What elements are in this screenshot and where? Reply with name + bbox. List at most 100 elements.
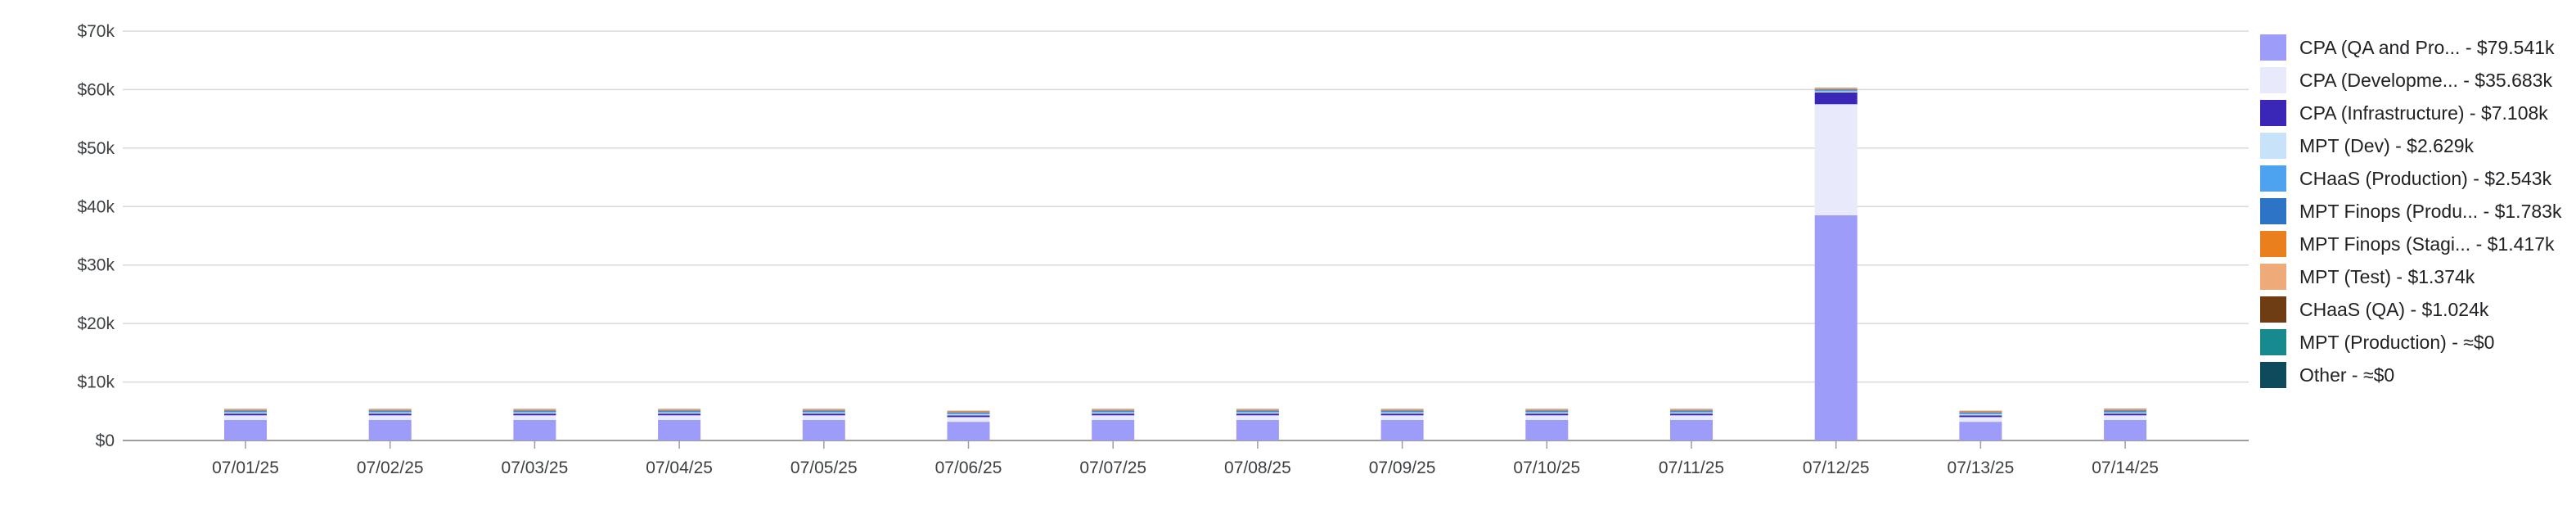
bar-segment[interactable] (1380, 413, 1424, 416)
bar-segment[interactable] (1814, 93, 1858, 105)
legend-item[interactable]: MPT Finops (Stagi... - $1.417k (2260, 228, 2561, 260)
bar-segment[interactable] (1525, 411, 1569, 413)
bar-segment[interactable] (1959, 413, 2002, 414)
bar-segment[interactable] (368, 409, 412, 411)
legend-item[interactable]: CHaaS (Production) - $2.543k (2260, 162, 2561, 195)
bar-segment[interactable] (1814, 89, 1858, 91)
bar-segment[interactable] (513, 409, 556, 410)
bar-segment[interactable] (368, 409, 412, 410)
bar-segment[interactable] (2104, 411, 2147, 413)
bar-segment[interactable] (1959, 415, 2002, 418)
bar-segment[interactable] (658, 415, 701, 420)
bar-segment[interactable] (2104, 413, 2147, 416)
bar-segment[interactable] (1525, 409, 1569, 411)
bar-segment[interactable] (1236, 420, 1279, 440)
bar-segment[interactable] (1670, 413, 1713, 416)
bar-segment[interactable] (1380, 415, 1424, 420)
bar-segment[interactable] (1525, 415, 1569, 420)
bar-segment[interactable] (224, 413, 267, 416)
bar-segment[interactable] (947, 415, 990, 418)
bar-segment[interactable] (513, 409, 556, 411)
bar-segment[interactable] (1236, 413, 1279, 416)
bar-segment[interactable] (802, 411, 845, 413)
bar-segment[interactable] (658, 413, 701, 416)
legend-item[interactable]: CHaaS (QA) - $1.024k (2260, 293, 2561, 326)
bar-segment[interactable] (1380, 409, 1424, 411)
bar-segment[interactable] (368, 409, 412, 410)
bar-segment[interactable] (513, 413, 556, 416)
bar-segment[interactable] (1959, 413, 2002, 416)
bar-segment[interactable] (1092, 410, 1135, 412)
bar-segment[interactable] (1380, 420, 1424, 440)
bar-segment[interactable] (224, 415, 267, 420)
bar-segment[interactable] (1092, 415, 1135, 420)
bar-segment[interactable] (658, 409, 701, 410)
bar-segment[interactable] (513, 409, 556, 410)
bar-segment[interactable] (947, 413, 990, 414)
bar-segment[interactable] (224, 409, 267, 411)
bar-segment[interactable] (1814, 90, 1858, 92)
bar-segment[interactable] (368, 413, 412, 416)
bar-segment[interactable] (1670, 415, 1713, 420)
bar-segment[interactable] (1525, 409, 1569, 410)
bar-segment[interactable] (1380, 411, 1424, 413)
bar-segment[interactable] (802, 415, 845, 420)
bar-segment[interactable] (947, 413, 990, 416)
bar-segment[interactable] (1959, 412, 2002, 413)
bar-segment[interactable] (1814, 88, 1858, 90)
bar-segment[interactable] (1525, 420, 1569, 440)
bar-segment[interactable] (1236, 411, 1279, 413)
bar-segment[interactable] (1380, 410, 1424, 412)
bar-segment[interactable] (1814, 91, 1858, 93)
bar-segment[interactable] (224, 409, 267, 410)
bar-segment[interactable] (802, 409, 845, 411)
bar-segment[interactable] (658, 411, 701, 413)
bar-segment[interactable] (1670, 410, 1713, 412)
bar-segment[interactable] (658, 409, 701, 410)
legend-item[interactable]: MPT (Production) - ≈$0 (2260, 326, 2561, 359)
bar-segment[interactable] (802, 410, 845, 412)
bar-segment[interactable] (1236, 410, 1279, 412)
bar-segment[interactable] (1814, 88, 1858, 89)
bar-segment[interactable] (368, 420, 412, 440)
legend-item[interactable]: MPT (Test) - $1.374k (2260, 260, 2561, 293)
bar-segment[interactable] (1380, 409, 1424, 410)
bar-segment[interactable] (947, 417, 990, 422)
legend-item[interactable]: MPT (Dev) - $2.629k (2260, 129, 2561, 162)
bar-segment[interactable] (1236, 415, 1279, 420)
bar-segment[interactable] (1092, 409, 1135, 410)
bar-segment[interactable] (947, 412, 990, 413)
bar-segment[interactable] (2104, 420, 2147, 440)
bar-segment[interactable] (1236, 409, 1279, 410)
legend-item[interactable]: CPA (QA and Pro... - $79.541k (2260, 31, 2561, 64)
bar-segment[interactable] (368, 411, 412, 413)
bar-segment[interactable] (224, 410, 267, 412)
bar-segment[interactable] (1959, 417, 2002, 422)
bar-segment[interactable] (513, 415, 556, 420)
bar-segment[interactable] (2104, 409, 2147, 411)
bar-segment[interactable] (513, 411, 556, 413)
bar-segment[interactable] (1959, 411, 2002, 413)
bar-segment[interactable] (2104, 415, 2147, 420)
bar-segment[interactable] (224, 420, 267, 440)
bar-segment[interactable] (658, 410, 701, 412)
bar-segment[interactable] (802, 420, 845, 440)
bar-segment[interactable] (513, 420, 556, 440)
bar-segment[interactable] (1380, 409, 1424, 410)
bar-segment[interactable] (1670, 409, 1713, 410)
bar-segment[interactable] (224, 411, 267, 413)
legend-item[interactable]: MPT Finops (Produ... - $1.783k (2260, 195, 2561, 228)
bar-segment[interactable] (802, 413, 845, 416)
bar-segment[interactable] (1670, 409, 1713, 411)
bar-segment[interactable] (224, 409, 267, 410)
bar-segment[interactable] (513, 410, 556, 412)
bar-segment[interactable] (1670, 420, 1713, 440)
bar-segment[interactable] (802, 409, 845, 410)
bar-segment[interactable] (1814, 215, 1858, 440)
bar-segment[interactable] (368, 410, 412, 412)
bar-segment[interactable] (1092, 409, 1135, 411)
bar-segment[interactable] (1092, 411, 1135, 413)
bar-segment[interactable] (1670, 409, 1713, 410)
bar-segment[interactable] (2104, 409, 2147, 410)
bar-segment[interactable] (947, 411, 990, 413)
